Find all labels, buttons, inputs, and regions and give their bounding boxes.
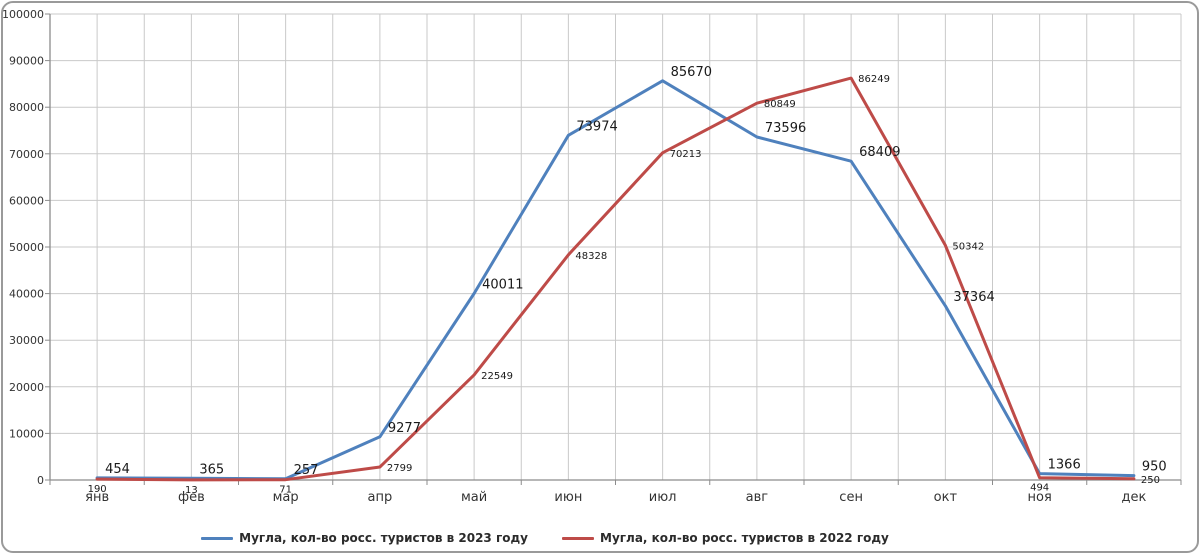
y-tick-label: 20000 [9,381,44,394]
data-label: 73596 [765,121,806,136]
data-label: 71 [279,485,292,496]
legend-label-2023: Мугла, кол-во росс. туристов в 2023 году [239,531,528,545]
data-label: 494 [1030,483,1049,494]
x-tick-label: апр [368,490,393,505]
data-label: 70213 [670,149,702,160]
data-label: 37364 [953,290,994,305]
x-tick-label: июл [649,490,677,505]
data-label: 1366 [1048,458,1081,473]
data-labels-2023: 454 365 257 9277 40011 73974 85670 73596 68409 37… [105,65,1167,478]
y-tick-label: 0 [37,474,44,487]
x-tick-label: фев [178,490,205,505]
legend-swatch-2023-line [201,536,234,540]
data-label: 2799 [387,463,412,474]
data-label: 454 [105,462,130,477]
legend-label-2022: Мугла, кол-во росс. туристов в 2022 году [600,531,889,545]
data-label: 40011 [482,278,523,293]
y-tick-label: 50000 [9,241,44,254]
y-tick-label: 40000 [9,288,44,301]
data-label: 68409 [859,145,900,160]
x-tick-label: мар [273,490,299,505]
y-tick-label: 60000 [9,194,44,207]
legend-item-2022: Мугла, кол-во росс. туристов в 2022 году [562,531,889,545]
y-tick-label: 100000 [2,8,44,21]
x-tick-label: ноя [1027,490,1051,505]
data-label: 50342 [952,241,984,252]
x-tick-label: авг [746,490,769,505]
axes [45,13,1182,485]
data-label: 22549 [481,371,513,382]
legend-item-2023: Мугла, кол-во росс. туристов в 2023 году [201,531,528,545]
data-label: 13 [185,485,198,496]
data-label: 85670 [671,65,712,80]
y-tick-label: 90000 [9,55,44,68]
x-tick-label: сен [839,490,863,505]
x-tick-label: окт [934,490,958,505]
data-label: 365 [199,462,224,477]
y-axis-labels: 0 10000 20000 30000 40000 50000 60000 70000 8000… [2,8,44,487]
x-tick-label: янв [85,490,109,505]
y-tick-label: 70000 [9,148,44,161]
data-label: 950 [1142,460,1167,475]
series-line-2022 [95,76,1136,482]
x-tick-label: июн [554,490,582,505]
data-labels-2022: 190 13 71 2799 22549 48328 70213 80849 86249 5034… [88,74,1160,496]
data-label: 80849 [764,99,796,110]
x-axis-labels: янв фев мар апр май июн июл авг сен окт ноя дек [85,490,1146,505]
y-tick-label: 10000 [9,427,44,440]
legend: Мугла, кол-во росс. туристов в 2023 году… [0,531,1200,545]
x-tick-label: дек [1121,490,1146,505]
data-label: 86249 [858,74,890,85]
data-label: 73974 [576,119,617,134]
legend-swatch-2022-line [562,536,594,540]
data-label: 250 [1141,475,1160,486]
data-label: 48328 [575,251,607,262]
data-label: 9277 [388,421,421,436]
x-tick-label: май [461,490,487,505]
data-label: 257 [294,463,319,478]
y-tick-label: 30000 [9,334,44,347]
data-label: 190 [88,484,107,495]
y-tick-label: 80000 [9,101,44,114]
